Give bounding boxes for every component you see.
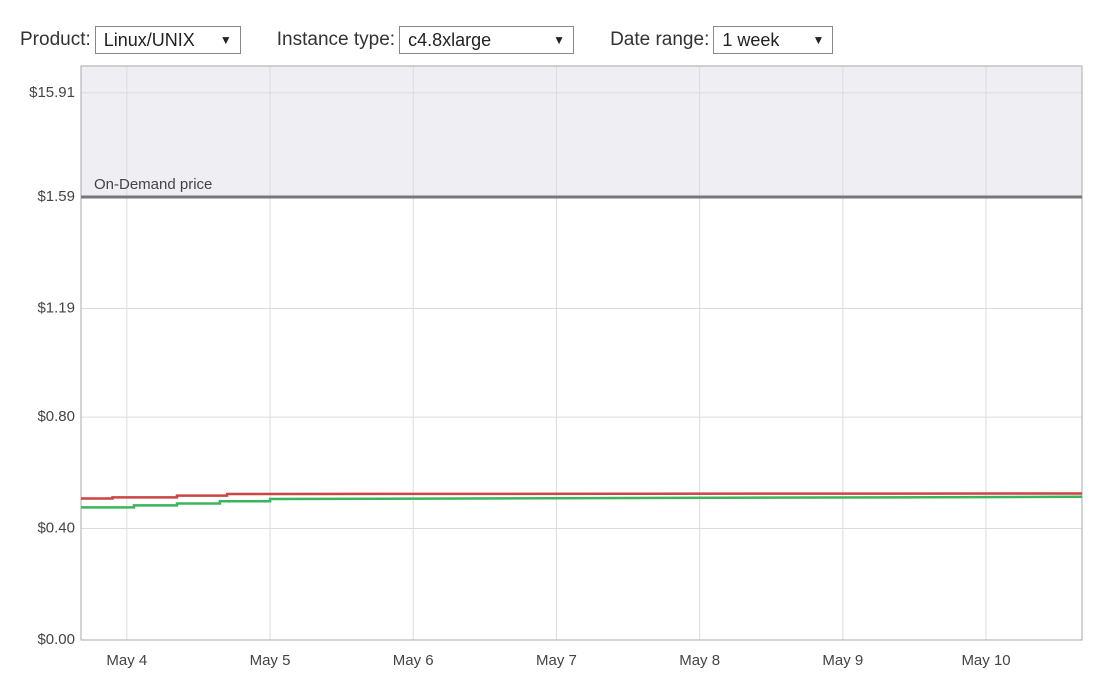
- plot-border: [80, 65, 1083, 641]
- x-tick-label: May 7: [536, 652, 577, 669]
- y-tick-label: $1.59: [37, 188, 75, 205]
- on-demand-label: On-Demand price: [94, 176, 212, 193]
- dropdown-value: 1 week: [722, 29, 780, 50]
- price-line: [81, 492, 1083, 500]
- control: Date range: 1 week ▼: [610, 26, 834, 54]
- x-tick-label: May 6: [393, 652, 434, 669]
- x-tick-label: May 4: [106, 652, 147, 669]
- y-tick-label: $0.40: [37, 520, 75, 537]
- price-line: [81, 495, 1083, 509]
- y-tick-label: $0.00: [37, 631, 75, 648]
- control: Instance type: c4.8xlarge ▼: [276, 26, 575, 54]
- dropdown[interactable]: c4.8xlarge ▼: [399, 26, 575, 54]
- control-label: Product:: [20, 29, 91, 50]
- control-label: Date range:: [610, 29, 710, 50]
- y-tick-label: $0.80: [37, 408, 75, 425]
- x-tick-label: May 10: [961, 652, 1010, 669]
- dropdown-value: Linux/UNIX: [103, 29, 195, 50]
- dropdown-arrow: ▼: [219, 33, 232, 47]
- x-tick-label: May 5: [250, 652, 291, 669]
- above-on-demand-area: [81, 66, 1082, 197]
- control-label: Instance type:: [276, 29, 396, 50]
- controls: Product: Linux/UNIX ▼ Instance type: c4.8xl…: [20, 26, 834, 54]
- y-tick-label: $15.91: [29, 84, 75, 101]
- dropdown-arrow: ▼: [812, 33, 825, 47]
- dropdown-arrow: ▼: [553, 33, 566, 47]
- y-tick-label: $1.19: [37, 299, 75, 316]
- dropdown[interactable]: Linux/UNIX ▼: [94, 26, 241, 54]
- dropdown-value: c4.8xlarge: [408, 29, 492, 50]
- control: Product: Linux/UNIX ▼: [20, 26, 241, 54]
- x-tick-label: May 9: [822, 652, 863, 669]
- x-tick-label: May 8: [679, 652, 720, 669]
- dropdown[interactable]: 1 week ▼: [713, 26, 834, 54]
